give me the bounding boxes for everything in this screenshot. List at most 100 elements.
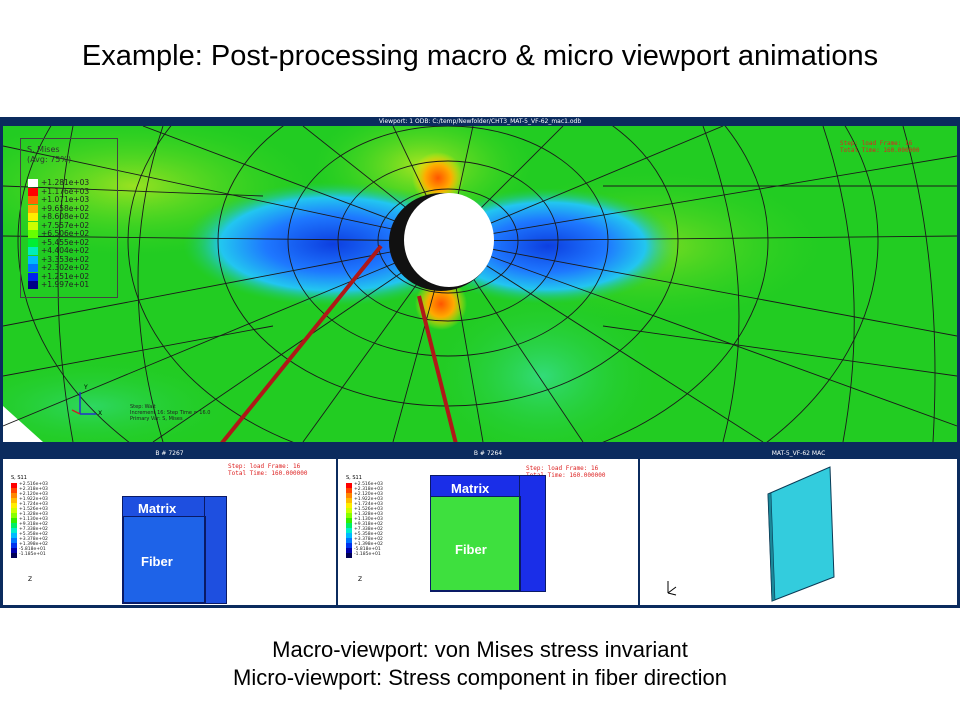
- micro-legend-value: +1.130e+03: [19, 517, 48, 522]
- micro-legend-row: +1.922e+03: [11, 497, 57, 503]
- macro-legend-swatch: [28, 221, 38, 230]
- micro2-step: Step: load Frame: 16: [526, 465, 599, 472]
- micro-legend-row: +7.338e+02: [11, 527, 57, 533]
- macro-legend-swatch: [28, 255, 38, 264]
- macro-legend-row: +9.658e+02: [28, 203, 116, 213]
- micro-legend-value: +2.318e+03: [19, 487, 48, 492]
- micro-legend-swatch: [11, 543, 17, 548]
- caption-macro: Macro-viewport: von Mises stress invaria…: [272, 637, 688, 662]
- micro-legend-swatch: [346, 528, 352, 533]
- macro-legend-value: +1.281e+03: [41, 178, 90, 187]
- micro-legend-row: +2.318e+03: [346, 487, 392, 493]
- micro1-title: B # 7267: [155, 450, 184, 457]
- micro-legend-value: +5.358e+02: [354, 532, 383, 537]
- micro-legend-row: +1.526e+03: [11, 507, 57, 513]
- micro-legend-row: +2.516e+03: [346, 482, 392, 488]
- micro-legend-value: -5.818e+01: [19, 547, 46, 552]
- macro-legend-value: +9.658e+02: [41, 203, 90, 213]
- micro-legend-value: +1.724e+03: [19, 502, 48, 507]
- micro-legend-value: +2.120e+03: [354, 492, 383, 497]
- micro-legend-value: +7.338e+02: [354, 527, 383, 532]
- micro-legend-row: +1.130e+03: [346, 517, 392, 523]
- micro-legend-value: +1.724e+03: [354, 502, 383, 507]
- macro-legend-title: S, Mises: [27, 145, 60, 154]
- micro-legend-swatch: [11, 488, 17, 493]
- micro-legend-row: +1.130e+03: [11, 517, 57, 523]
- micro-legend-row: +2.516e+03: [11, 482, 57, 488]
- micro-legend-row: +2.318e+03: [11, 487, 57, 493]
- micro-legend-swatch: [346, 483, 352, 488]
- slide-title: Example: Post-processing macro & micro v…: [81, 40, 879, 72]
- micro-legend-value: +1.130e+03: [354, 517, 383, 522]
- macro-legend-row: +7.557e+02: [28, 221, 116, 230]
- macro-legend-value: +2.302e+02: [41, 263, 90, 272]
- micro-legend-row: +5.358e+02: [346, 532, 392, 538]
- micro-legend-value: +9.318e+02: [19, 522, 48, 527]
- macro-legend-value: +6.506e+02: [41, 229, 90, 238]
- caption-micro: Micro-viewport: Stress component in fibe…: [233, 665, 727, 690]
- macro-legend-swatch: [28, 213, 38, 221]
- micro-legend-row: +1.526e+03: [346, 507, 392, 513]
- micro-legend-swatch: [346, 508, 352, 513]
- macro-viewport-title: Viewport: 1 ODB: C:/temp/Newfolder/CHT3_…: [378, 118, 582, 125]
- micro1-fiber-cell: [123, 516, 206, 603]
- micro1-total-time: Total Time: 160.000000: [228, 470, 308, 477]
- macro-info-primary: Primary Var: S, Mises: [130, 416, 183, 422]
- macro-legend-row: +1.176e+03: [28, 186, 116, 196]
- micro2-total-time: Total Time: 160.000000: [526, 472, 606, 479]
- macro-legend-swatch: [28, 264, 38, 272]
- micro-legend-swatch: [11, 508, 17, 513]
- micro-legend-value: +3.378e+02: [354, 537, 383, 542]
- micro-viewport-2[interactable]: S, S11 +2.516e+03 +2.318e+03 +2.120e+03 +1.…: [338, 459, 638, 605]
- micro1-step: Step: load Frame: 16: [228, 463, 301, 470]
- micro1-axis-z: Z: [28, 576, 33, 583]
- micro-legend-row: +1.724e+03: [11, 502, 57, 508]
- macro-legend-row: +4.404e+02: [28, 247, 116, 255]
- macro-legend-row: +6.506e+02: [28, 230, 116, 238]
- micro-legend-row: +7.338e+02: [346, 527, 392, 533]
- micro-legend-swatch: [11, 518, 17, 523]
- micro-legend-swatch: [346, 498, 352, 503]
- macro-viewport[interactable]: [3, 126, 957, 442]
- macro-step-label: Step: load Frame: 16: [840, 140, 913, 147]
- micro-legend-swatch: [11, 528, 17, 533]
- macro-legend-row: +1.997e+01: [28, 281, 116, 289]
- micro2-title: B # 7264: [473, 450, 503, 457]
- macro-legend: S, Mises (Avg: 75%) +1.281e+03 +1.176e+03…: [20, 138, 118, 298]
- micro-viewport-3[interactable]: [640, 459, 957, 605]
- micro-legend-row: +1.328e+03: [346, 512, 392, 518]
- micro-legend-row: +1.922e+03: [346, 497, 392, 503]
- micro-viewport-1[interactable]: S, S11 +2.516e+03 +2.318e+03 +2.120e+03 +1.…: [3, 459, 336, 605]
- micro-legend-row: -1.185e+01: [11, 552, 57, 558]
- micro-legend-value: +3.378e+02: [19, 537, 48, 542]
- macro-legend-swatch: [28, 238, 38, 247]
- micro-legend-swatch: [11, 493, 17, 498]
- micro2-fiber-cell: [430, 496, 521, 591]
- macro-legend-row: +5.455e+02: [28, 237, 116, 247]
- macro-legend-value: +1.251e+02: [41, 271, 90, 281]
- micro-legend-swatch: [11, 523, 17, 528]
- macro-legend-value: +1.997e+01: [41, 280, 90, 289]
- micro1-fiber-label: Fiber: [141, 554, 173, 569]
- micro2-axis-z: Z: [358, 576, 363, 583]
- macro-legend-row: +8.608e+02: [28, 213, 116, 221]
- micro-legend-row: +3.378e+02: [11, 537, 57, 543]
- micro-legend-value: +2.120e+03: [19, 492, 48, 497]
- micro3-axis-triad-icon: [667, 581, 677, 596]
- micro1-matrix-divider: [204, 496, 205, 602]
- micro-legend-value: -1.185e+01: [19, 552, 46, 557]
- micro-legend-row: +2.120e+03: [346, 492, 392, 498]
- micro-legend-swatch: [346, 488, 352, 493]
- micro-legend-row: +1.398e+02: [11, 542, 57, 548]
- micro-legend-value: +1.922e+03: [354, 497, 383, 502]
- micro2-legend: S, S11 +2.516e+03 +2.318e+03 +2.120e+03 +1.…: [346, 475, 392, 558]
- micro-legend-value: +1.328e+03: [19, 512, 48, 517]
- macro-legend-value: +5.455e+02: [41, 237, 90, 247]
- macro-legend-swatch: [28, 196, 38, 204]
- micro-legend-value: +2.318e+03: [354, 487, 383, 492]
- micro1-legend-title: S, S11: [11, 475, 27, 481]
- macro-legend-value: +1.176e+03: [41, 186, 90, 196]
- micro-legend-row: -5.818e+01: [11, 547, 57, 553]
- micro-legend-row: -1.185e+01: [346, 552, 392, 558]
- micro-legend-swatch: [346, 513, 352, 518]
